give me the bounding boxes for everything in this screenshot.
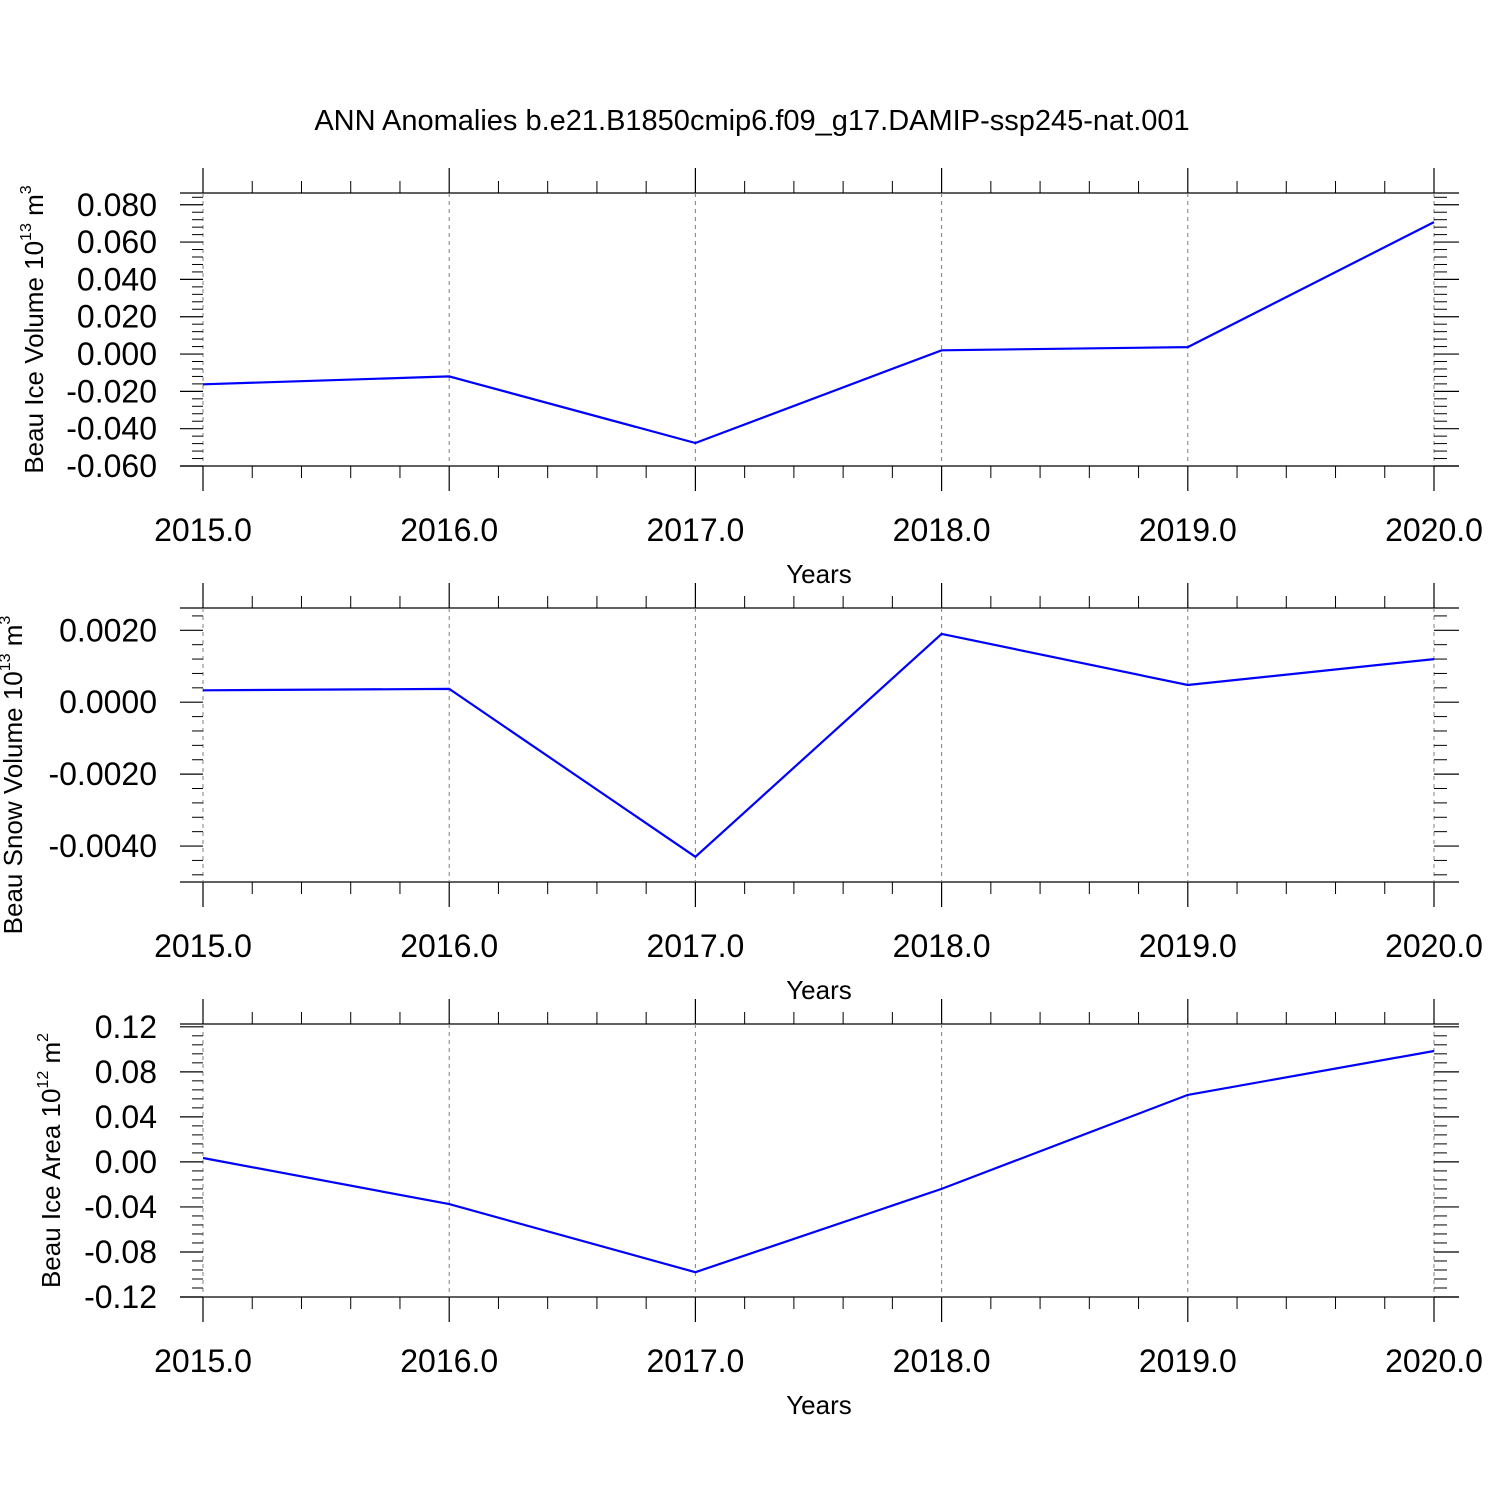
- x-tick-label: 2020.0: [1385, 512, 1483, 548]
- series-line: [202, 221, 1435, 445]
- y-tick-label: 0.00: [95, 1144, 157, 1180]
- x-tick-label: 2017.0: [646, 512, 744, 548]
- y-tick-label: 0.000: [77, 336, 157, 372]
- chart-panel-3: 2015.0 2016.0 2017.0 2018.0 2019.0 2020.0 -0.1…: [35, 999, 1483, 1420]
- y-tick-label: 0.040: [77, 261, 157, 297]
- y-axis-label-unit-exponent: 2: [35, 1033, 52, 1042]
- x-tick-label: 2019.0: [1139, 512, 1237, 548]
- y-tick-label: -0.12: [84, 1279, 157, 1315]
- y-tick-label: -0.0020: [48, 756, 157, 792]
- y-tick-label: -0.020: [66, 373, 157, 409]
- y-tick-label: 0.0020: [59, 612, 157, 648]
- series-line: [202, 632, 1435, 859]
- x-axis-label: Years: [786, 1390, 852, 1420]
- y-tick-label: 0.08: [95, 1054, 157, 1090]
- x-tick-label: 2016.0: [400, 512, 498, 548]
- y-tick-label: -0.060: [66, 448, 157, 484]
- x-tick-label: 2016.0: [400, 928, 498, 964]
- y-axis-label-text: Beau Snow Volume 10: [0, 671, 28, 934]
- y-axis-label-exponent: 13: [18, 223, 35, 241]
- x-tick-label: 2016.0: [400, 1343, 498, 1379]
- x-axis-label: Years: [786, 559, 852, 589]
- y-axis-label: Beau Ice Volume 1013 m3: [18, 185, 49, 473]
- y-tick-label: 0.04: [95, 1099, 157, 1135]
- y-tick-label: 0.020: [77, 299, 157, 335]
- y-tick-label: -0.0040: [48, 828, 157, 864]
- x-tick-label: 2019.0: [1139, 928, 1237, 964]
- y-tick-label: 0.080: [77, 187, 157, 223]
- y-axis-label-unit: m: [19, 194, 49, 223]
- panels: 2015.0 2016.0 2017.0 2018.0 2019.0 2020.0 -0.0…: [0, 168, 1483, 1420]
- x-tick-label: 2015.0: [154, 928, 252, 964]
- x-tick-label: 2017.0: [646, 1343, 744, 1379]
- x-tick-label: 2018.0: [893, 1343, 991, 1379]
- y-axis-label: Beau Snow Volume 1013 m3: [0, 616, 28, 935]
- y-axis-label-unit-exponent: 3: [18, 185, 35, 194]
- y-axis-label: Beau Ice Area 1012 m2: [35, 1033, 66, 1288]
- chart-title: ANN Anomalies b.e21.B1850cmip6.f09_g17.D…: [314, 105, 1189, 137]
- x-tick-label: 2015.0: [154, 1343, 252, 1379]
- x-tick-label: 2017.0: [646, 928, 744, 964]
- x-tick-label: 2018.0: [893, 512, 991, 548]
- y-tick-label: -0.04: [84, 1189, 157, 1225]
- chart-panel-1: 2015.0 2016.0 2017.0 2018.0 2019.0 2020.0 -0.0…: [18, 168, 1483, 589]
- x-tick-label: 2019.0: [1139, 1343, 1237, 1379]
- y-tick-label: -0.08: [84, 1234, 157, 1270]
- x-tick-label: 2020.0: [1385, 1343, 1483, 1379]
- y-axis-label-text: Beau Ice Volume 10: [19, 241, 49, 474]
- chart-panel-2: 2015.0 2016.0 2017.0 2018.0 2019.0 2020.0 -0.0…: [0, 583, 1483, 1005]
- series-line: [202, 1049, 1435, 1274]
- y-tick-label: -0.040: [66, 411, 157, 447]
- y-tick-label: 0.0000: [59, 684, 157, 720]
- x-tick-label: 2020.0: [1385, 928, 1483, 964]
- y-axis-label-unit: m: [0, 625, 28, 654]
- y-axis-label-exponent: 13: [0, 653, 14, 671]
- y-tick-label: 0.12: [95, 1009, 157, 1045]
- y-tick-label: 0.060: [77, 224, 157, 260]
- x-tick-label: 2015.0: [154, 512, 252, 548]
- y-axis-label-unit: m: [36, 1042, 66, 1071]
- x-axis-label: Years: [786, 975, 852, 1005]
- y-axis-label-text: Beau Ice Area 10: [36, 1089, 66, 1288]
- y-axis-label-unit-exponent: 3: [0, 616, 14, 625]
- x-tick-label: 2018.0: [893, 928, 991, 964]
- y-axis-label-exponent: 12: [35, 1071, 52, 1089]
